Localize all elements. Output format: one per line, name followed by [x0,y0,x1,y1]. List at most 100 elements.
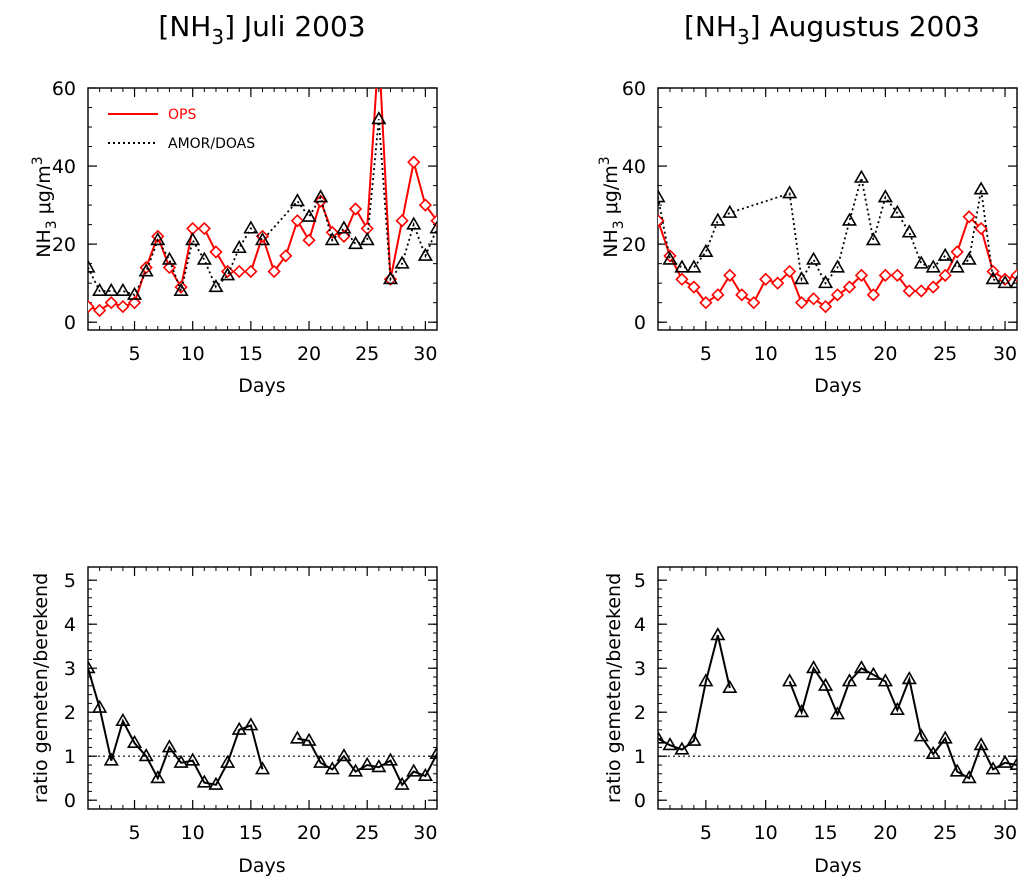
data-point-triangle [841,673,858,687]
data-point-diamond [244,264,258,279]
data-point-triangle [877,189,893,203]
data-point-diamond [348,202,363,216]
data-point-triangle [196,251,212,265]
y-ticks: 0 20 40 60 [52,78,437,334]
data-point-diamond [373,43,384,54]
data-point-triangle [417,767,433,782]
y-axis-label: ratio gemeten/berekend [30,573,52,803]
data-point-triangle [710,212,726,226]
data-point-triangle [913,728,929,742]
y-tick-label: 2 [634,702,646,724]
x-ticks: 5 10 15 20 25 30 [657,88,1018,365]
data-point-diamond [830,288,845,302]
data-point-triangle [243,717,259,731]
data-point-triangle [138,263,154,277]
y-axis-label: NH3μg/m3 [597,156,627,257]
series-group [658,169,1017,314]
data-point-triangle [925,745,941,760]
data-point-triangle [324,232,340,246]
data-point-triangle [877,673,893,687]
y-tick-label: 1 [64,746,76,768]
x-tick-label: 5 [700,822,712,844]
chart-nh3-augustus: [NH3] Augustus 2003 NH3μg/m3 Days 5 10 15 2… [597,10,1018,397]
legend-label-ops: OPS [168,107,196,123]
x-tick-label: 5 [128,822,140,844]
data-point-triangle [806,660,822,674]
data-point-diamond [759,272,773,286]
series-group [88,43,437,318]
data-point-diamond [890,268,904,282]
legend: OPS AMOR/DOAS [108,107,255,152]
data-point-triangle [722,204,738,218]
data-point-diamond [866,288,881,302]
data-point-diamond [687,280,701,294]
data-point-triangle [336,220,352,234]
data-point-diamond [854,268,869,282]
data-point-triangle [417,247,433,261]
data-point-triangle [913,255,929,269]
x-axis-label: Days [814,855,861,877]
x-tick-label: 10 [754,822,778,844]
data-point-triangle [817,677,834,691]
y-tick-label: 0 [64,790,76,812]
y-tick-label: 20 [622,234,646,256]
data-point-triangle [961,770,977,784]
data-point-triangle [138,748,154,762]
data-point-triangle [126,734,143,749]
data-point-triangle [289,193,305,207]
data-point-diamond [162,260,177,275]
data-point-triangle [185,752,201,766]
data-point-diamond [938,268,952,282]
data-point-triangle [313,189,329,203]
data-point-triangle [406,763,422,777]
data-point-triangle [220,754,236,768]
data-point-diamond [794,296,809,310]
data-point-triangle [231,721,247,735]
data-point-triangle [782,673,798,687]
y-tick-label: 0 [634,790,646,812]
data-point-triangle [324,761,340,775]
data-point-triangle [985,761,1001,775]
data-point-triangle [220,267,236,281]
data-point-triangle [115,712,131,727]
data-point-triangle [371,759,387,773]
y-ticks: 0 1 2 3 4 5 [634,570,1017,812]
x-tick-label: 10 [754,343,778,365]
data-point-triangle [865,232,881,246]
data-point-triangle [208,278,224,293]
data-point-triangle [1009,756,1017,771]
y-tick-label: 60 [52,78,76,100]
y-tick-label: 20 [52,234,76,256]
data-point-triangle [88,259,96,273]
x-ticks: 5 10 15 20 25 30 [87,567,438,844]
data-point-triangle [722,679,738,694]
data-point-triangle [973,181,989,195]
y-tick-label: 1 [634,746,646,768]
data-point-triangle [301,208,317,222]
data-point-diamond [747,296,761,310]
data-point-triangle [889,701,905,716]
data-point-diamond [962,210,976,224]
data-point-triangle [150,232,166,246]
data-point-triangle [997,275,1013,289]
data-point-diamond [735,288,749,302]
data-point-diamond [302,233,316,247]
data-point-triangle [301,732,317,746]
series-line [297,737,437,787]
x-tick-label: 30 [993,822,1017,844]
chart-ratio-juli: ratio gemeten/berekend Days 5 10 15 20 25 30 … [30,566,438,877]
data-point-diamond [232,264,246,279]
data-point-triangle [841,212,858,226]
data-point-triangle [817,275,834,289]
data-point-diamond [675,272,689,286]
data-point-triangle [949,259,965,273]
x-ticks: 5 10 15 20 25 30 [87,88,438,365]
chart-title: [NH3] Augustus 2003 [684,10,980,49]
data-point-diamond [783,264,797,279]
y-tick-label: 40 [52,156,76,178]
y-tick-label: 60 [622,78,646,100]
data-point-triangle [698,673,714,687]
x-tick-label: 15 [813,343,837,365]
series-line [658,177,1017,285]
data-point-triangle [662,737,678,751]
